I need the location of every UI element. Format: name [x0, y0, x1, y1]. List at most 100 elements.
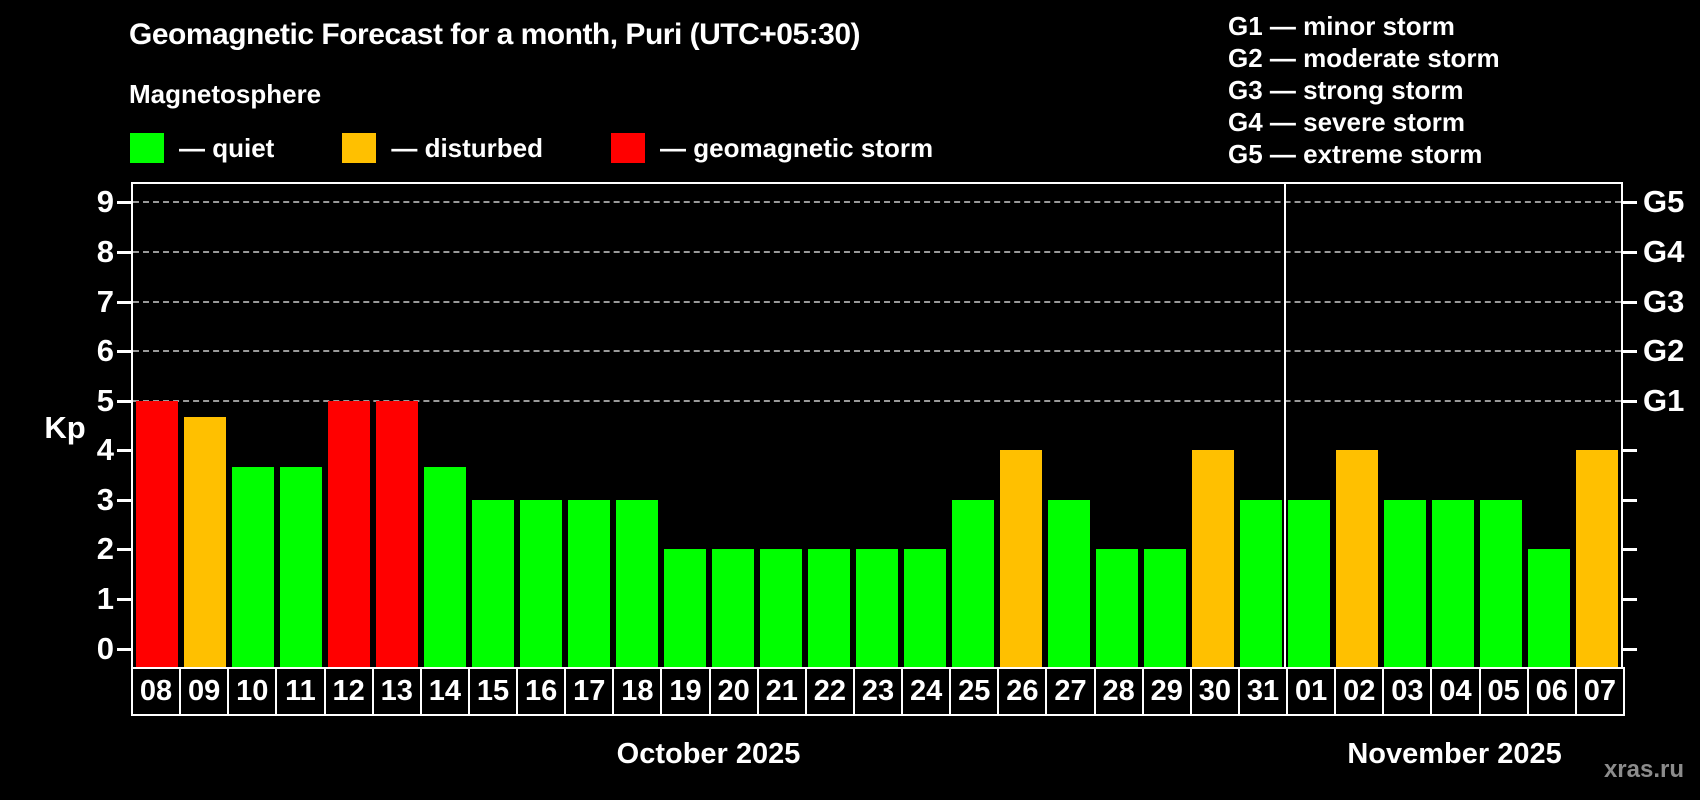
kp-bar-25 — [952, 499, 994, 667]
y-tick-label-9: 9 — [96, 184, 114, 220]
gridline-kp9 — [133, 201, 1621, 204]
y-axis-tick-left — [117, 250, 131, 254]
date-cell-30: 30 — [1189, 667, 1240, 716]
kp-bar-21 — [760, 549, 802, 667]
date-cell-28: 28 — [1093, 667, 1144, 716]
y-axis-tick-right — [1623, 399, 1637, 403]
g-legend-line-g2: G2 — moderate storm — [1228, 43, 1500, 73]
legend-item-storm: — geomagnetic storm — [611, 133, 933, 164]
g-tick-label-g4: G4 — [1643, 233, 1685, 269]
g-tick-label-g5: G5 — [1643, 184, 1685, 220]
date-cell-16: 16 — [516, 667, 567, 716]
g-legend-line-g4: G4 — severe storm — [1228, 107, 1466, 137]
y-axis-tick-left — [117, 548, 131, 552]
kp-bar-02 — [1336, 450, 1378, 667]
g-legend-line-g5: G5 — extreme storm — [1228, 139, 1483, 169]
date-cell-20: 20 — [708, 667, 759, 716]
month-label-0: October 2025 — [616, 738, 801, 770]
xras-watermark: xras.ru — [1603, 756, 1684, 783]
date-cell-03: 03 — [1382, 667, 1433, 716]
date-cell-21: 21 — [756, 667, 807, 716]
kp-bar-27 — [1048, 499, 1090, 667]
kp-bar-12 — [328, 400, 370, 667]
date-cell-17: 17 — [564, 667, 615, 716]
date-cell-26: 26 — [997, 667, 1048, 716]
date-cell-22: 22 — [804, 667, 855, 716]
date-cell-18: 18 — [612, 667, 663, 716]
legend-label-storm: — geomagnetic storm — [660, 132, 934, 163]
kp-bar-26 — [1000, 450, 1042, 667]
kp-bar-18 — [616, 499, 658, 667]
y-axis-tick-left — [117, 399, 131, 403]
y-axis-tick-left — [117, 647, 131, 651]
kp-bar-11 — [280, 466, 322, 667]
date-cell-25: 25 — [949, 667, 1000, 716]
y-tick-label-5: 5 — [96, 382, 114, 418]
kp-bar-05 — [1480, 499, 1522, 667]
date-cell-14: 14 — [419, 667, 470, 716]
kp-bar-01 — [1288, 499, 1330, 667]
g-legend-line-g3: G3 — strong storm — [1228, 75, 1464, 105]
date-cell-11: 11 — [275, 667, 326, 716]
g-tick-label-g2: G2 — [1643, 333, 1685, 369]
y-axis-tick-right — [1623, 201, 1637, 205]
date-cell-07: 07 — [1574, 667, 1625, 716]
kp-axis-label: Kp — [44, 410, 86, 445]
date-cell-23: 23 — [852, 667, 904, 716]
gridline-kp5 — [133, 399, 1621, 402]
disturbed-color-swatch — [342, 133, 377, 163]
kp-bar-08 — [136, 400, 178, 667]
kp-bar-07 — [1576, 450, 1618, 667]
y-tick-label-1: 1 — [96, 581, 114, 617]
kp-bar-04 — [1432, 499, 1474, 667]
y-axis-tick-right — [1623, 598, 1637, 602]
date-cell-19: 19 — [660, 667, 711, 716]
kp-bar-17 — [568, 499, 610, 667]
g-tick-label-g1: G1 — [1643, 382, 1685, 418]
date-cell-08: 08 — [131, 667, 182, 716]
date-cell-01: 01 — [1286, 667, 1337, 716]
date-cell-06: 06 — [1526, 667, 1577, 716]
kp-bar-20 — [712, 549, 754, 667]
gridline-kp8 — [133, 250, 1621, 253]
date-cell-02: 02 — [1334, 667, 1385, 716]
kp-bar-22 — [808, 549, 850, 667]
g-tick-label-g3: G3 — [1643, 283, 1685, 319]
date-cell-09: 09 — [179, 667, 230, 716]
y-axis-tick-right — [1623, 300, 1637, 304]
month-separator — [1284, 184, 1286, 667]
kp-bar-03 — [1384, 499, 1426, 667]
y-tick-label-7: 7 — [96, 283, 114, 319]
y-tick-label-2: 2 — [96, 531, 114, 567]
y-axis-tick-right — [1623, 498, 1637, 502]
kp-bar-23 — [856, 549, 898, 667]
date-cell-29: 29 — [1141, 667, 1192, 716]
kp-bar-09 — [184, 417, 226, 667]
y-axis-tick-left — [117, 300, 131, 304]
date-cell-24: 24 — [901, 667, 952, 716]
y-axis-tick-left — [117, 598, 131, 602]
legend-item-disturbed: — disturbed — [342, 133, 543, 164]
g-legend-line-g1: G1 — minor storm — [1228, 11, 1455, 41]
y-axis-tick-right — [1623, 548, 1637, 552]
kp-bar-31 — [1240, 499, 1282, 667]
y-axis-tick-left — [117, 201, 131, 205]
y-axis-tick-right — [1623, 250, 1637, 254]
y-tick-label-4: 4 — [96, 432, 114, 468]
date-cell-31: 31 — [1237, 667, 1289, 716]
y-axis-tick-left — [117, 449, 131, 453]
kp-bar-24 — [904, 549, 946, 667]
y-axis-tick-right — [1623, 647, 1637, 651]
legend-label-disturbed: — disturbed — [391, 132, 544, 163]
y-tick-label-0: 0 — [96, 630, 114, 666]
kp-status-legend: — quiet — disturbed — geomagnetic storm — [130, 131, 1001, 165]
y-axis-tick-right — [1623, 350, 1637, 354]
y-axis-tick-right — [1623, 449, 1637, 453]
date-cell-05: 05 — [1478, 667, 1529, 716]
kp-bar-19 — [664, 549, 706, 667]
kp-bar-29 — [1144, 549, 1186, 667]
date-cell-15: 15 — [467, 667, 519, 716]
storm-color-swatch — [611, 133, 646, 163]
legend-label-quiet: — quiet — [179, 132, 275, 163]
